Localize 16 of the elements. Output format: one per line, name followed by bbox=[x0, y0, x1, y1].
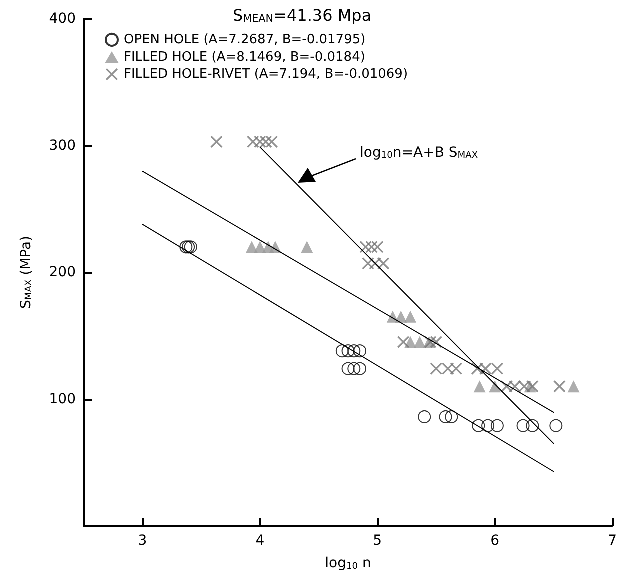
x-tick-label: 5 bbox=[373, 533, 382, 549]
chart-title: SMEAN=41.36 Mpa bbox=[233, 6, 372, 26]
annotation: log10n=A+B SMAX bbox=[360, 145, 478, 162]
y-tick-label: 300 bbox=[49, 138, 76, 154]
x-tick-label: 3 bbox=[138, 533, 148, 549]
legend-label: FILLED HOLE (A=8.1469, B=-0.0184) bbox=[124, 50, 366, 65]
x-tick-label: 6 bbox=[490, 533, 500, 549]
x-tick-label: 7 bbox=[608, 533, 618, 549]
legend-label: OPEN HOLE (A=7.2687, B=-0.01795) bbox=[124, 32, 366, 48]
y-tick-label: 200 bbox=[49, 264, 76, 280]
legend-label: FILLED HOLE-RIVET (A=7.194, B=-0.01069) bbox=[124, 67, 408, 82]
y-tick-label: 400 bbox=[49, 11, 76, 27]
y-axis-title: SMAX (MPa) bbox=[18, 236, 34, 310]
x-axis-title: log10 n bbox=[325, 556, 372, 572]
x-tick-label: 4 bbox=[256, 533, 265, 549]
y-tick-label: 100 bbox=[49, 391, 76, 408]
